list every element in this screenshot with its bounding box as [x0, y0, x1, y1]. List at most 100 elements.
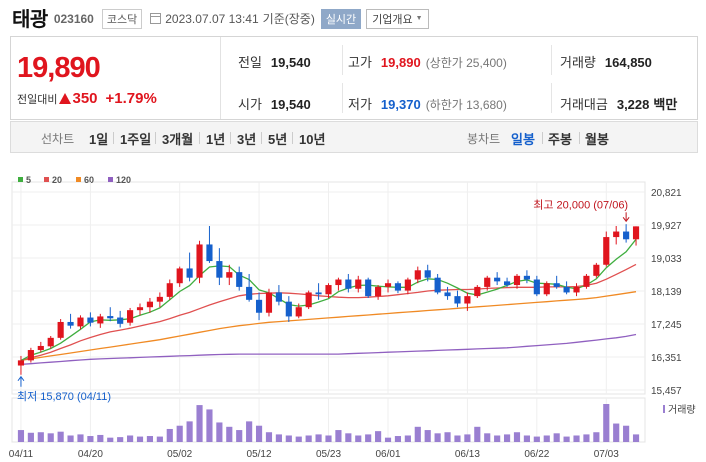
period-toolbar: 선차트 1일 1주일 3개월 1년 3년 5년 10년 봉차트 일봉 주봉 월봉: [10, 121, 698, 153]
volume-bar: [375, 431, 382, 442]
volume-bar: [533, 436, 540, 442]
candle-body: [196, 244, 203, 278]
candle-body: [107, 316, 114, 319]
volume-bar: [246, 421, 253, 442]
volume-value: 164,850: [604, 55, 652, 70]
volume-bar: [394, 436, 402, 442]
high-arrow-head: [622, 217, 630, 223]
y-tick-label: 20,821: [651, 188, 682, 199]
volume-bar: [156, 436, 163, 442]
candle-body: [57, 321, 64, 338]
candle-monthly[interactable]: 월봉: [585, 132, 609, 147]
company-info-dropdown[interactable]: 기업개요 ▼: [366, 8, 429, 29]
candle-body: [444, 292, 451, 297]
legend-label-120: 120: [116, 175, 131, 185]
volume-cell: 거래량 164,850: [560, 52, 652, 71]
volume-bar: [523, 435, 530, 442]
candle-body: [603, 237, 610, 265]
period-3y[interactable]: 3년: [237, 132, 257, 147]
candle-body: [27, 350, 34, 361]
candle-body: [136, 307, 144, 311]
change-percent: +1.79%: [105, 90, 157, 107]
period-5y[interactable]: 5년: [268, 132, 288, 147]
volume-bar: [593, 432, 600, 442]
lower-limit: (하한가 13,680): [425, 98, 507, 112]
quote-divider: [342, 83, 343, 113]
candle-body: [295, 307, 302, 317]
candle-body: [355, 279, 362, 289]
x-tick-label: 06/01: [376, 449, 401, 460]
candle-body: [345, 279, 352, 289]
period-3m[interactable]: 3개월: [162, 132, 194, 147]
volume-bar: [87, 436, 94, 442]
candle-body: [335, 279, 342, 286]
period-separator: [230, 132, 231, 144]
low-arrow-head: [17, 375, 25, 382]
volume-bar: [573, 435, 580, 442]
volume-bar: [543, 435, 550, 442]
legend-label-20: 20: [52, 175, 62, 185]
volume-bar: [623, 425, 630, 442]
volume-bar: [236, 430, 243, 442]
x-tick-label: 05/23: [316, 449, 341, 460]
ma120-line: [20, 333, 637, 366]
volume-bar: [315, 434, 322, 442]
candle-body: [305, 292, 312, 308]
volume-bar: [325, 435, 332, 442]
volume-bar: [226, 426, 233, 442]
volume-bar: [494, 435, 501, 442]
candle-body: [573, 286, 580, 293]
period-1w[interactable]: 1주일: [120, 132, 152, 147]
candle-weekly[interactable]: 주봉: [548, 132, 572, 147]
y-tick-label: 19,033: [651, 254, 682, 265]
candle-body: [494, 277, 501, 282]
candle-body: [37, 345, 44, 351]
volume-bar: [176, 425, 183, 442]
candle-body: [17, 360, 25, 366]
candle-daily[interactable]: 일봉: [511, 132, 535, 147]
volume-bar: [404, 435, 411, 442]
candle-body: [325, 285, 332, 295]
prev-close-cell: 전일 19,540: [238, 52, 311, 71]
stock-chart[interactable]: 5 20 60 120 20,821 19,927 19,033 18,139 17,245 16…: [0, 170, 706, 462]
low-value: 19,370: [380, 97, 421, 112]
up-arrow-icon: [59, 93, 72, 104]
candle-body: [265, 292, 273, 313]
company-info-label: 기업개요: [372, 13, 413, 26]
quote-panel: 19,890 전일대비 350 +1.79% 전일 19,540 고가 19,8…: [10, 36, 698, 120]
volume-bar: [127, 435, 134, 442]
period-1d[interactable]: 1일: [89, 132, 109, 147]
volume-bar: [67, 435, 74, 442]
candle-body: [543, 283, 550, 295]
y-tick-label: 15,457: [651, 386, 682, 397]
y-tick-label: 19,927: [651, 221, 682, 232]
chevron-down-icon: ▼: [415, 15, 423, 22]
change-amount: 350: [72, 90, 98, 107]
volume-bar: [345, 433, 352, 442]
legend-swatch-20: [44, 177, 49, 182]
candle-body: [186, 268, 193, 278]
realtime-button[interactable]: 실시간: [320, 8, 362, 29]
volume-bar: [216, 422, 223, 442]
period-1y[interactable]: 1년: [206, 132, 226, 147]
period-10y[interactable]: 10년: [299, 132, 326, 147]
volume-bar: [136, 436, 144, 442]
candle-body: [365, 279, 372, 297]
candle-body: [206, 244, 213, 262]
quote-divider: [342, 45, 343, 75]
candle-body: [404, 279, 411, 291]
x-tick-label: 07/03: [594, 449, 619, 460]
x-tick-label: 05/12: [247, 449, 272, 460]
volume-bar: [17, 430, 25, 442]
quote-datetime: 2023.07.07 13:41: [165, 11, 259, 26]
candle-body: [47, 337, 54, 347]
candle-body: [246, 286, 253, 300]
volume-bar: [265, 432, 273, 442]
y-tick-label: 18,139: [651, 287, 682, 298]
legend-label-5: 5: [26, 175, 31, 185]
candle-body: [146, 301, 154, 308]
candle-body: [255, 299, 263, 313]
candle-body: [434, 277, 441, 293]
volume-bar: [414, 426, 421, 442]
candle-body: [315, 292, 322, 295]
